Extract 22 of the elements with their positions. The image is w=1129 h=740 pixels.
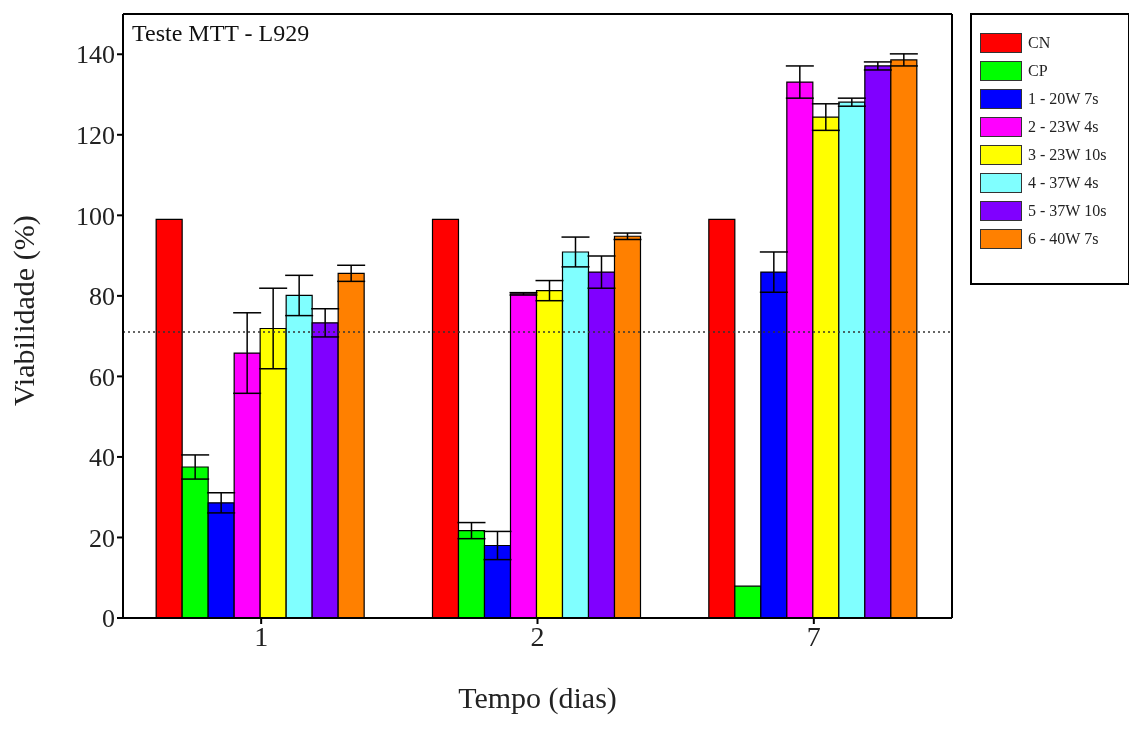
- y-tick-label: 140: [76, 40, 115, 70]
- chart-title: Teste MTT - L929: [132, 20, 310, 47]
- legend-label: 5 - 37W 10s: [1028, 202, 1107, 220]
- y-tick-label: 0: [102, 604, 115, 634]
- y-tick-label: 100: [76, 201, 115, 231]
- legend-label: CN: [1028, 34, 1051, 52]
- legend-label: 3 - 23W 10s: [1028, 146, 1107, 164]
- y-tick-label: 20: [89, 523, 115, 553]
- x-axis-title: Tempo (dias): [458, 681, 617, 715]
- y-tick-label: 60: [89, 362, 115, 392]
- y-tick-label: 120: [76, 121, 115, 151]
- legend-label: 4 - 37W 4s: [1028, 174, 1099, 192]
- legend-label: 6 - 40W 7s: [1028, 230, 1099, 248]
- legend-label: 1 - 20W 7s: [1028, 90, 1099, 108]
- y-tick-label: 40: [89, 443, 115, 473]
- x-tick-label: 1: [254, 620, 269, 652]
- x-tick-label: 7: [806, 620, 821, 652]
- legend-label: CP: [1028, 62, 1048, 80]
- legend-label: 2 - 23W 4s: [1028, 118, 1099, 136]
- y-tick-label: 80: [89, 282, 115, 312]
- x-tick-label: 2: [530, 620, 545, 652]
- y-axis-title: Viabilidade (%): [6, 215, 41, 406]
